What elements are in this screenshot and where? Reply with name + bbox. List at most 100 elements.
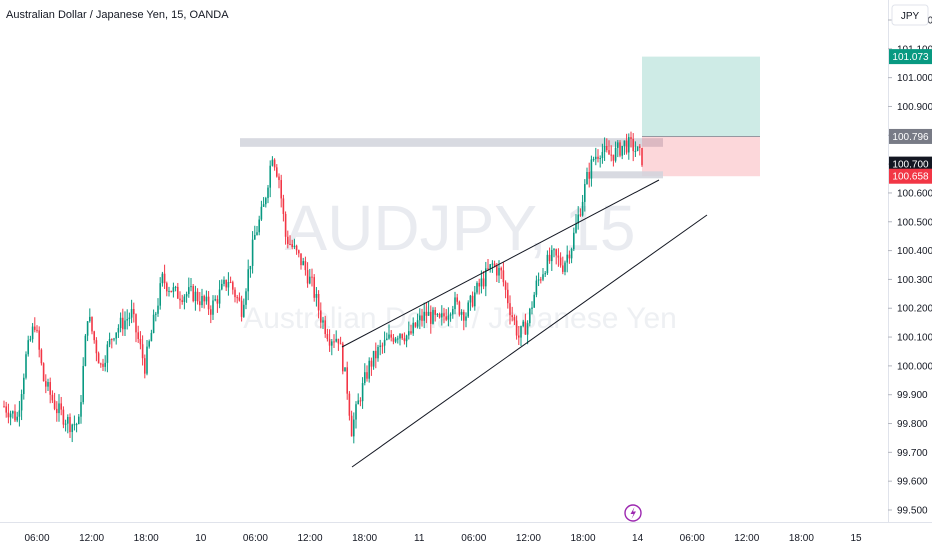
resistance-zone[interactable]: [240, 138, 663, 147]
y-tick-label: 100.900: [897, 102, 932, 113]
lower-trendline[interactable]: [351, 214, 708, 468]
candle-body: [348, 393, 351, 416]
candle-body: [562, 265, 564, 272]
candle-body: [399, 334, 401, 339]
candle-body: [91, 316, 93, 332]
candle-body: [234, 289, 236, 298]
candle-body: [137, 332, 139, 339]
candle-body: [456, 297, 458, 302]
upper-trendline[interactable]: [341, 179, 660, 348]
price-badge: [889, 156, 932, 172]
candle-body: [313, 277, 315, 298]
candle-body: [12, 411, 14, 414]
candle-body: [93, 331, 95, 341]
x-tick-label: 12:00: [79, 533, 104, 544]
candle-body: [493, 263, 496, 266]
candle-body: [416, 320, 419, 327]
candle-body: [152, 314, 155, 333]
candle-body: [471, 295, 474, 307]
candle-body: [575, 223, 577, 233]
x-tick-label: 18:00: [789, 533, 814, 544]
candle-body: [216, 299, 219, 304]
y-tick-label: 99.600: [897, 477, 928, 488]
candle-body: [595, 156, 597, 160]
candle-body: [581, 201, 584, 216]
candle-body: [289, 244, 291, 246]
candle-body: [67, 417, 69, 424]
candle-body: [201, 296, 203, 306]
candle-body: [179, 298, 181, 301]
candle-body: [126, 319, 128, 321]
candle-body: [634, 150, 637, 152]
candle-body: [256, 232, 258, 235]
candle-body: [445, 316, 447, 320]
candle-body: [20, 394, 23, 411]
candle-body: [119, 317, 122, 329]
stop-loss-zone[interactable]: [642, 136, 760, 177]
candle-body: [144, 358, 146, 374]
candle-body: [291, 244, 293, 248]
y-tick-label: 100.600: [897, 188, 932, 199]
candle-body: [47, 382, 49, 387]
candle-body: [7, 412, 10, 418]
candle-body: [388, 334, 390, 339]
x-tick-label: 12:00: [516, 533, 541, 544]
candle-body: [36, 329, 38, 331]
watermark-symbol: AUDJPY, 15: [285, 192, 636, 264]
candle-body: [491, 263, 494, 265]
currency-box[interactable]: [891, 4, 929, 26]
candle-body: [441, 313, 443, 318]
candle-body: [133, 309, 135, 315]
candle-body: [498, 267, 500, 276]
candle-body: [480, 278, 483, 287]
candle-body: [84, 335, 87, 366]
candle-body: [592, 159, 595, 161]
candle-body: [599, 158, 601, 160]
price-badge: [889, 49, 932, 65]
candle-body: [51, 394, 54, 401]
candle-body: [25, 354, 27, 378]
candle-body: [414, 322, 417, 327]
candle-body: [322, 320, 324, 323]
candle-body: [333, 341, 335, 343]
candle-body: [370, 360, 373, 367]
candle-body: [163, 273, 166, 284]
candle-body: [102, 363, 104, 367]
candle-body: [9, 413, 12, 418]
time-axis[interactable]: 06:00 12:00 18:00 10 06:00 12:00 18:00 11 06:00 1…: [24, 533, 862, 544]
lightning-icon[interactable]: [624, 504, 642, 522]
candle-body: [236, 297, 238, 299]
candle-body: [511, 315, 513, 318]
candle-body: [502, 270, 505, 283]
candle-body: [529, 308, 531, 324]
candle-body: [155, 313, 157, 315]
candle-body: [108, 339, 111, 345]
y-tick-label: 100.000: [897, 361, 932, 372]
x-tick-label: 06:00: [24, 533, 49, 544]
candle-body: [559, 257, 562, 266]
candle-body: [221, 283, 223, 290]
candle-body: [146, 346, 148, 374]
candle-body: [3, 406, 5, 408]
candle-body: [570, 249, 573, 259]
candle-body: [458, 301, 461, 315]
candle-body: [597, 156, 599, 159]
candle-body: [174, 286, 177, 288]
x-tick-label: 12:00: [297, 533, 322, 544]
y-tick-label: 101.000: [897, 73, 932, 84]
candle-body: [617, 142, 619, 148]
candle-body: [463, 311, 465, 321]
candle-body: [135, 314, 137, 333]
candle-body: [304, 261, 307, 271]
support-zone[interactable]: [590, 171, 663, 179]
candle-body: [328, 339, 331, 346]
candle-body: [434, 309, 436, 315]
candle-body: [476, 282, 478, 293]
candle-body: [500, 267, 502, 271]
candle-body: [141, 344, 144, 359]
price-badge: [889, 168, 932, 184]
x-tick-label: 10: [195, 533, 207, 544]
take-profit-zone[interactable]: [642, 56, 760, 137]
